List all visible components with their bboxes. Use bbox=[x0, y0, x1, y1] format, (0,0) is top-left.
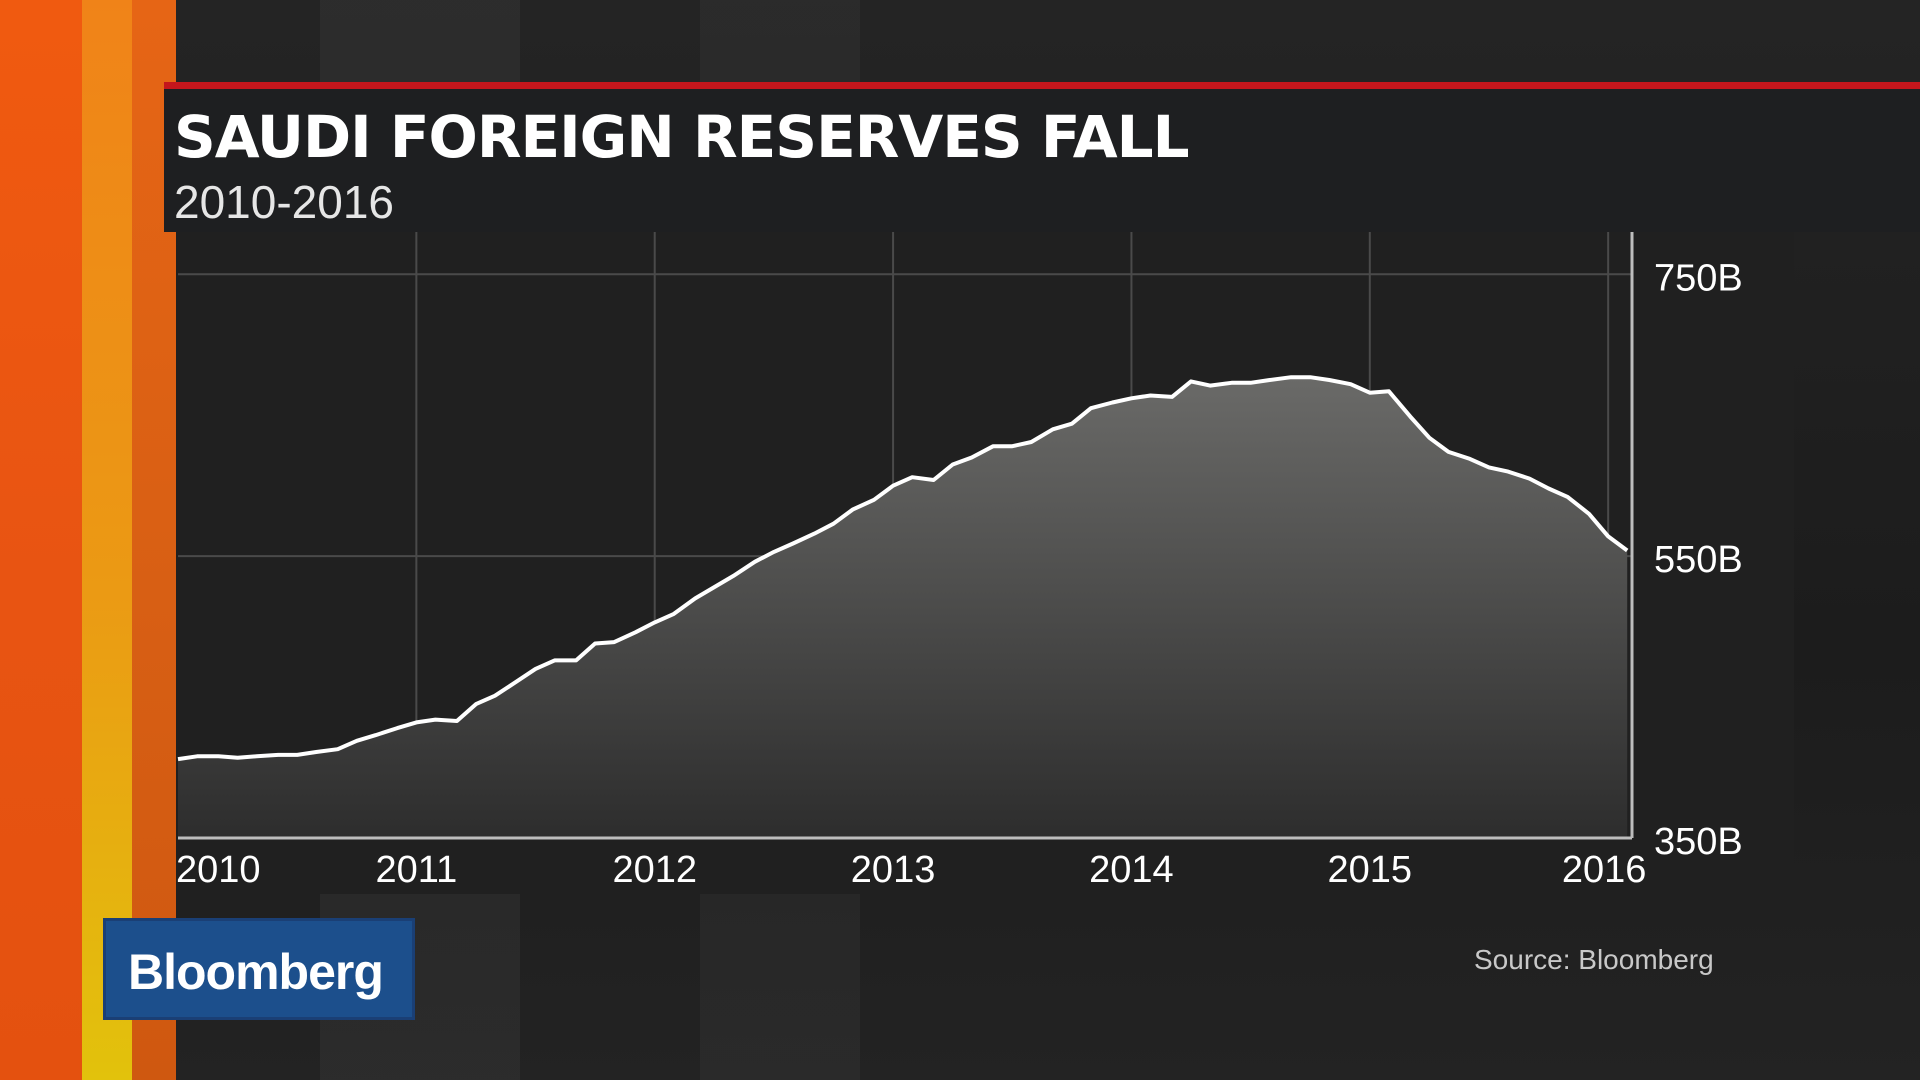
x-tick-label: 2011 bbox=[376, 849, 458, 891]
axes bbox=[178, 232, 1634, 840]
x-tick-label: 2010 bbox=[176, 849, 261, 891]
chart-header: SAUDI FOREIGN RESERVES FALL 2010-2016 bbox=[164, 82, 1920, 232]
x-tick-label: 2012 bbox=[612, 849, 697, 891]
chart-subtitle: 2010-2016 bbox=[174, 176, 394, 228]
area-chart: 2010 2011 2012 2013 2014 2015 2016 350B 550B 750… bbox=[176, 232, 1743, 891]
chart-panel: 2010 2011 2012 2013 2014 2015 2016 350B 550B 750… bbox=[176, 232, 1794, 894]
x-tick-labels: 2010 2011 2012 2013 2014 2015 2016 bbox=[176, 849, 1646, 891]
x-tick-label: 2015 bbox=[1328, 849, 1413, 891]
y-tick-label: 550B bbox=[1654, 539, 1743, 581]
decorative-stripe-yellow bbox=[82, 0, 132, 1080]
decorative-stripe-orange bbox=[0, 0, 82, 1080]
series-line bbox=[177, 375, 1629, 762]
source-note: Source: Bloomberg bbox=[1474, 944, 1714, 975]
y-tick-labels: 350B 550B 750B bbox=[1654, 257, 1743, 863]
bloomberg-logo-badge: Bloomberg bbox=[103, 918, 415, 1020]
x-tick-label: 2013 bbox=[851, 849, 936, 891]
bloomberg-logo-text: Bloomberg bbox=[128, 944, 384, 1000]
x-tick-label: 2014 bbox=[1089, 849, 1174, 891]
chart-title: SAUDI FOREIGN RESERVES FALL bbox=[174, 103, 1190, 171]
y-tick-label: 750B bbox=[1654, 257, 1743, 299]
x-tick-label: 2016 bbox=[1562, 849, 1647, 891]
series-area bbox=[178, 377, 1628, 838]
y-tick-label: 350B bbox=[1654, 821, 1743, 863]
